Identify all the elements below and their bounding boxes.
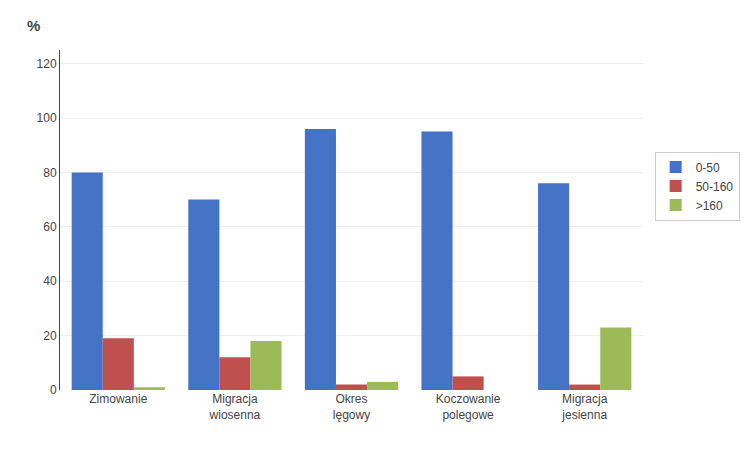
svg-text:>160: >160	[696, 199, 723, 213]
svg-text:Zimowanie: Zimowanie	[89, 392, 147, 406]
svg-text:40: 40	[43, 274, 57, 288]
svg-text:%: %	[27, 17, 40, 34]
svg-text:Migracjajesienna: Migracjajesienna	[561, 392, 607, 422]
svg-text:0-50: 0-50	[696, 161, 720, 175]
svg-text:80: 80	[43, 166, 57, 180]
svg-text:Koczowaniepolegowe: Koczowaniepolegowe	[436, 392, 501, 422]
svg-text:50-160: 50-160	[696, 180, 734, 194]
svg-text:20: 20	[43, 329, 57, 343]
svg-text:Migracjawiosenna: Migracjawiosenna	[209, 392, 261, 422]
svg-text:60: 60	[43, 220, 57, 234]
svg-text:0: 0	[50, 383, 57, 397]
svg-text:Okreslęgowy: Okreslęgowy	[333, 392, 370, 422]
svg-text:100: 100	[37, 111, 57, 125]
svg-text:120: 120	[37, 57, 57, 71]
